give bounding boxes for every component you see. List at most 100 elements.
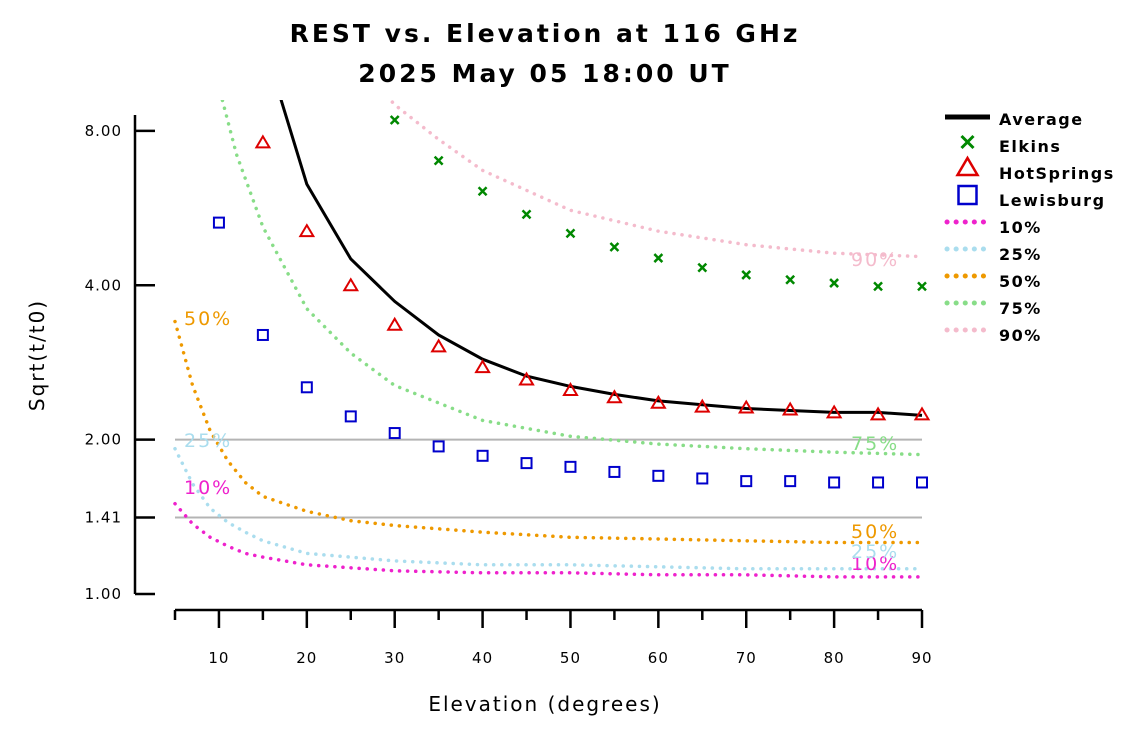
data-point-hotsprings xyxy=(694,398,711,413)
data-point-hotsprings xyxy=(913,406,931,421)
data-point-lewisburg xyxy=(564,460,577,473)
data-point-lewisburg xyxy=(520,457,533,470)
reference-lines xyxy=(175,438,922,519)
x-tick-label: 40 xyxy=(472,649,493,667)
data-point-hotsprings xyxy=(430,338,447,353)
series-hotsprings xyxy=(254,134,931,421)
data-point-elkins xyxy=(389,115,400,125)
data-point-lewisburg xyxy=(432,440,445,453)
series-average xyxy=(279,100,923,417)
data-point-elkins xyxy=(741,270,752,280)
data-point-lewisburg xyxy=(212,216,225,229)
data-point-lewisburg xyxy=(740,475,753,488)
legend-label: HotSprings xyxy=(999,164,1115,183)
x-tick-label: 80 xyxy=(824,649,845,667)
y-tick-label: 1.00 xyxy=(85,585,122,603)
legend-label: 75% xyxy=(999,299,1042,318)
legend-label: Average xyxy=(999,110,1084,129)
legend-item-elkins: Elkins xyxy=(960,134,1061,156)
series-line-75pct xyxy=(220,100,924,457)
legend-item-10pct: 10% xyxy=(944,218,1042,237)
x-tick-label: 10 xyxy=(208,649,229,667)
data-point-lewisburg xyxy=(828,476,841,489)
legend-item-75pct: 75% xyxy=(944,299,1042,318)
data-point-hotsprings xyxy=(342,277,360,292)
legend-label: Lewisburg xyxy=(999,191,1106,210)
data-point-lewisburg xyxy=(696,472,709,485)
legend-item-50pct: 50% xyxy=(944,272,1042,291)
curve-label-10pct: 10% xyxy=(184,477,232,499)
series-lewisburg xyxy=(212,216,928,489)
data-point-hotsprings xyxy=(386,316,403,331)
series-line-90pct xyxy=(388,100,924,259)
legend-item-lewisburg: Lewisburg xyxy=(957,184,1106,210)
data-point-lewisburg xyxy=(300,381,313,394)
data-point-lewisburg xyxy=(388,427,401,440)
data-point-lewisburg xyxy=(608,465,621,478)
series-line-10pct xyxy=(173,501,924,579)
data-point-lewisburg xyxy=(872,476,885,489)
data-point-hotsprings xyxy=(781,401,799,416)
data-point-elkins xyxy=(433,155,444,166)
legend-item-25pct: 25% xyxy=(944,245,1042,264)
curve-label-50pct: 50% xyxy=(184,308,232,330)
data-point-elkins xyxy=(697,262,708,273)
data-point-lewisburg xyxy=(256,328,269,341)
curve-label-10pct: 10% xyxy=(851,553,899,575)
data-point-lewisburg xyxy=(784,475,797,488)
curve-label-75pct: 75% xyxy=(851,433,899,455)
x-tick-label: 30 xyxy=(384,649,405,667)
legend-label: Elkins xyxy=(999,137,1061,156)
data-point-elkins xyxy=(609,242,620,252)
legend-item-90pct: 90% xyxy=(944,326,1042,345)
data-point-elkins xyxy=(785,274,796,285)
y-axis-label: Sqrt(t/t0) xyxy=(25,299,49,411)
data-point-hotsprings xyxy=(825,404,843,419)
x-tick-label: 70 xyxy=(736,649,757,667)
chart-title: REST vs. Elevation at 116 GHz xyxy=(290,19,801,48)
data-point-elkins xyxy=(829,278,840,288)
y-axis-ticks: 1.00 1.41 2.00 4.00 8.00 xyxy=(85,122,155,603)
x-tick-label: 20 xyxy=(296,649,317,667)
data-point-lewisburg xyxy=(652,469,665,482)
y-tick-label: 1.41 xyxy=(85,508,122,526)
data-point-hotsprings xyxy=(474,359,491,374)
data-point-hotsprings xyxy=(298,223,316,238)
data-point-hotsprings xyxy=(254,134,272,149)
data-point-lewisburg xyxy=(476,449,489,462)
data-point-hotsprings xyxy=(606,389,623,404)
x-axis-label: Elevation (degrees) xyxy=(428,692,661,716)
y-tick-label: 2.00 xyxy=(85,431,122,449)
curve-label-50pct: 50% xyxy=(851,521,899,543)
series-10pct xyxy=(173,501,924,579)
curve-label-25pct: 25% xyxy=(184,430,232,452)
series-line-25pct xyxy=(173,446,924,571)
legend-label: 25% xyxy=(999,245,1042,264)
data-point-hotsprings xyxy=(518,371,535,386)
legend-label: 50% xyxy=(999,272,1042,291)
legend-label: 90% xyxy=(999,326,1042,345)
data-point-hotsprings xyxy=(650,394,667,409)
curve-label-25pct: 25% xyxy=(851,541,899,563)
legend-item-average: Average xyxy=(945,110,1084,129)
x-tick-label: 90 xyxy=(911,649,932,667)
data-point-lewisburg xyxy=(344,410,357,423)
data-point-elkins xyxy=(873,281,883,292)
series-line-50pct xyxy=(173,319,924,545)
chart-subtitle: 2025 May 05 18:00 UT xyxy=(358,59,731,88)
data-point-elkins xyxy=(521,209,532,220)
legend-item-hotsprings: HotSprings xyxy=(955,155,1115,183)
data-point-hotsprings xyxy=(737,399,755,414)
legend-label: 10% xyxy=(999,218,1042,237)
series-50pct xyxy=(173,319,924,545)
x-tick-label: 50 xyxy=(560,649,581,667)
data-point-hotsprings xyxy=(869,406,887,421)
legend: Average Elkins HotSprings Lewisburg 10% 25% 50… xyxy=(944,110,1115,345)
x-tick-label: 60 xyxy=(648,649,669,667)
y-tick-label: 8.00 xyxy=(85,122,122,140)
series-layer xyxy=(173,100,931,579)
x-axis-ticks: 10 20 30 40 50 60 70 80 90 xyxy=(173,610,932,667)
series-line-average xyxy=(279,100,923,417)
percentile-curve-labels: 10%10%25%25%50%50%75%90% xyxy=(184,249,899,575)
